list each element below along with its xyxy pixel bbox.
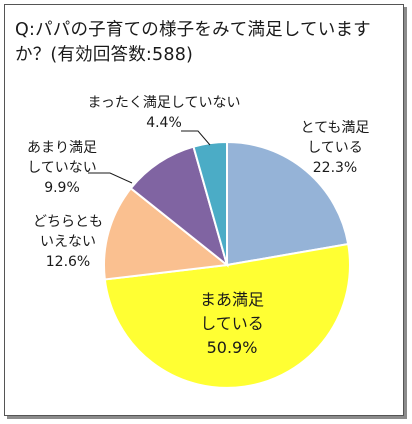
leader-line-not-very xyxy=(88,172,133,184)
chart-title: Q:パパの子育ての様子をみて満足していますか？(有効回答数:588) xyxy=(15,20,371,65)
pie-slices xyxy=(103,140,351,389)
leader-line-not-at-all xyxy=(181,130,211,146)
slice-label-line: あまり満足 xyxy=(27,140,97,156)
slice-labels: とても満足している 22.3%まあ満足している 50.9%どちらともいえない 12.6… xyxy=(27,95,369,357)
slice-value: 9.9% xyxy=(44,180,80,196)
slice-value: 22.3% xyxy=(313,160,357,176)
slice-value: 12.6% xyxy=(46,254,90,270)
slice-label-line: まったく満足していない xyxy=(87,95,240,111)
slice-value: 4.4% xyxy=(146,115,182,131)
slice-value: 50.9% xyxy=(207,338,258,357)
slice-label-neutral: どちらともいえない 12.6% xyxy=(33,214,103,270)
pie-slice-very-satisfied xyxy=(226,140,350,267)
slice-label-line: いえない xyxy=(40,234,96,250)
slice-label-not-at-all: まったく満足していない 4.4% xyxy=(87,95,240,131)
slice-label-very-satisfied: とても満足している 22.3% xyxy=(301,120,370,176)
slice-label-line: している xyxy=(200,314,264,333)
pie-slice-neutral xyxy=(103,186,230,281)
slice-label-line: まあ満足 xyxy=(200,290,264,309)
pie-slice-not-at-all xyxy=(192,140,228,266)
slice-label-not-very: あまり満足していない 9.9% xyxy=(27,140,97,196)
slice-label-line: どちらとも xyxy=(33,214,103,230)
slice-label-line: していない xyxy=(27,160,97,176)
pie-slice-not-very xyxy=(129,145,229,268)
leader-lines xyxy=(88,130,211,184)
pie-slice-somewhat-satisfied xyxy=(103,242,351,389)
slice-label-somewhat-satisfied: まあ満足している 50.9% xyxy=(200,290,264,357)
slice-label-line: とても満足 xyxy=(301,120,370,136)
slice-label-line: している xyxy=(307,140,363,156)
